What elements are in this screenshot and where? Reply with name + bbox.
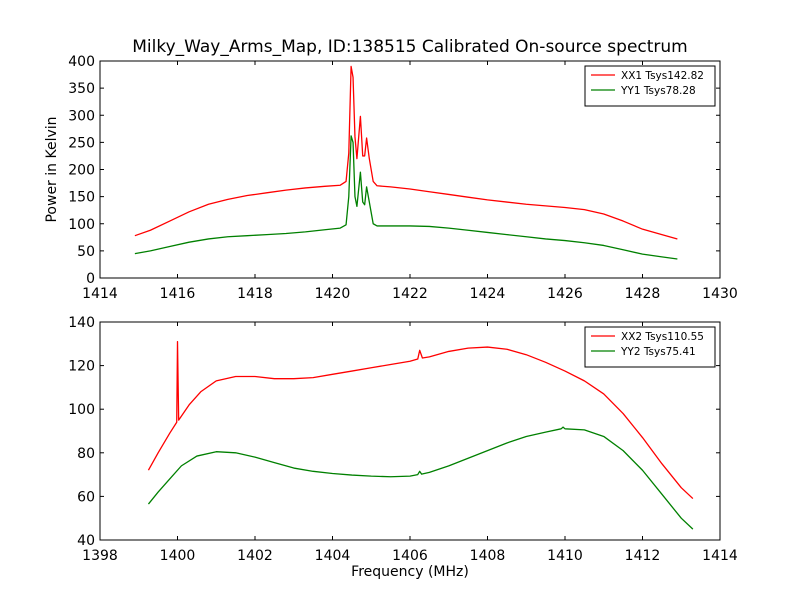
y-tick-label: 200 bbox=[68, 163, 95, 179]
x-tick-label: 1418 bbox=[237, 286, 273, 302]
chart-title: Milky_Way_Arms_Map, ID:138515 Calibrated… bbox=[132, 37, 688, 57]
legend-label: XX2 Tsys110.55 bbox=[621, 331, 704, 343]
x-tick-label: 1414 bbox=[702, 548, 738, 564]
x-tick-label: 1430 bbox=[702, 286, 738, 302]
x-tick-label: 1400 bbox=[160, 548, 196, 564]
y-axis-label: Power in Kelvin bbox=[44, 116, 60, 222]
x-tick-label: 1408 bbox=[470, 548, 506, 564]
x-tick-label: 1412 bbox=[625, 548, 661, 564]
y-tick-label: 40 bbox=[77, 533, 95, 549]
x-tick-label: 1398 bbox=[82, 548, 118, 564]
series-line-xx bbox=[147, 340, 694, 500]
x-tick-label: 1422 bbox=[392, 286, 428, 302]
y-tick-label: 120 bbox=[68, 359, 95, 375]
x-tick-label: 1428 bbox=[625, 286, 661, 302]
x-axis-label: Frequency (MHz) bbox=[351, 564, 469, 580]
top-panel: 1414 1416 1418 1420 1422 1424 1426 1428 1430 0 50 1… bbox=[44, 54, 738, 302]
y-tick-label: 100 bbox=[68, 402, 95, 418]
y-tick-label: 300 bbox=[68, 108, 95, 124]
legend-label: YY1 Tsys78.28 bbox=[620, 85, 696, 97]
y-tick-label: 150 bbox=[68, 190, 95, 206]
legend-label: YY2 Tsys75.41 bbox=[620, 346, 696, 358]
x-tick-label: 1420 bbox=[315, 286, 351, 302]
y-tick-label: 400 bbox=[68, 54, 95, 70]
x-tick-label: 1424 bbox=[470, 286, 506, 302]
x-tick-label: 1402 bbox=[237, 548, 273, 564]
series-line-yy bbox=[134, 135, 678, 260]
y-tick-label: 140 bbox=[68, 315, 95, 331]
x-tick-label: 1416 bbox=[160, 286, 196, 302]
series-line-yy bbox=[147, 426, 694, 530]
y-tick-label: 0 bbox=[86, 271, 95, 287]
legend-box bbox=[584, 326, 716, 368]
x-tick-label: 1414 bbox=[82, 286, 118, 302]
x-tick-label: 1406 bbox=[392, 548, 428, 564]
legend-box bbox=[584, 65, 716, 107]
y-tick-label: 350 bbox=[68, 81, 95, 97]
y-tick-label: 50 bbox=[77, 244, 95, 260]
y-tick-label: 80 bbox=[77, 446, 95, 462]
legend-label: XX1 Tsys142.82 bbox=[621, 70, 704, 82]
x-tick-label: 1426 bbox=[547, 286, 583, 302]
series-line-xx bbox=[134, 65, 678, 240]
x-tick-label: 1410 bbox=[547, 548, 583, 564]
x-tick-label: 1404 bbox=[315, 548, 351, 564]
y-tick-label: 60 bbox=[77, 489, 95, 505]
y-tick-label: 100 bbox=[68, 217, 95, 233]
y-tick-label: 250 bbox=[68, 135, 95, 151]
bottom-panel: 1398 1400 1402 1404 1406 1408 1410 1412 1414 40 60… bbox=[68, 315, 738, 580]
